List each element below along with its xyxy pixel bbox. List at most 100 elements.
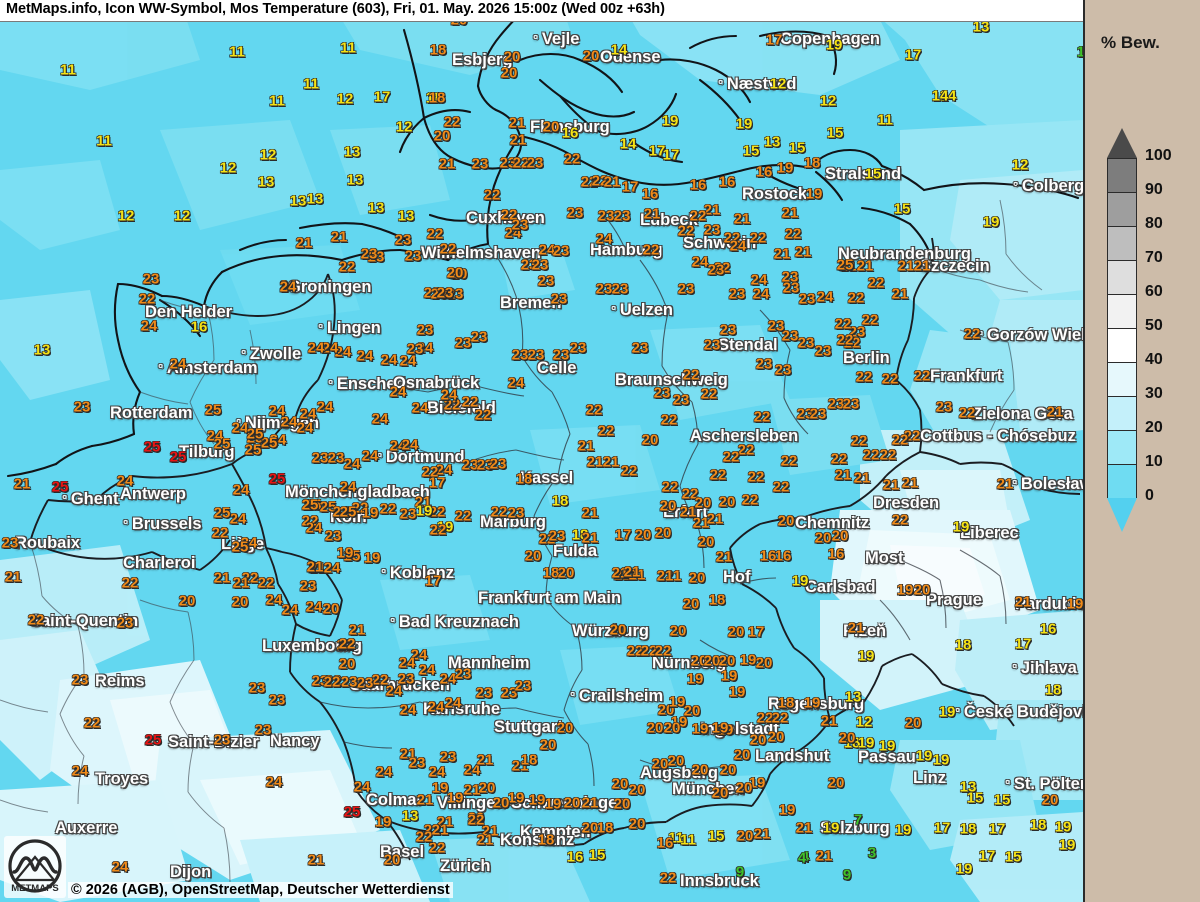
station-temperature: 19 xyxy=(878,737,896,755)
station-temperature: 19 xyxy=(735,115,753,133)
city-label-text: Vejle xyxy=(541,29,580,48)
city-label-text: Stuttgart xyxy=(494,717,563,736)
station-temperature: 22 xyxy=(772,478,790,496)
station-temperature: 23 xyxy=(552,242,570,260)
station-temperature: 17 xyxy=(904,46,922,64)
city-marker-dot: ° xyxy=(123,516,132,532)
station-temperature: 20 xyxy=(814,529,832,547)
station-temperature: 19 xyxy=(374,813,392,831)
city-label: Regensburg xyxy=(768,696,864,713)
station-temperature: 11 xyxy=(340,39,356,57)
city-label: Dijon xyxy=(170,864,211,881)
city-label: Landshut xyxy=(755,748,829,765)
station-temperature: 19 xyxy=(776,159,794,177)
station-temperature: 23 xyxy=(446,285,464,303)
station-temperature: 21 xyxy=(795,819,813,837)
station-temperature: 16 xyxy=(718,173,736,191)
city-label: Kassel xyxy=(520,470,573,487)
station-temperature: 20 xyxy=(492,794,510,812)
station-temperature: 21 xyxy=(414,493,432,511)
city-marker-dot: ° xyxy=(381,565,390,581)
station-temperature: 21 xyxy=(820,712,838,730)
city-label-text: Stendal xyxy=(718,335,778,354)
station-temperature: 20 xyxy=(767,728,785,746)
station-temperature: 13 xyxy=(972,18,990,36)
station-temperature: 24 xyxy=(752,285,770,303)
station-temperature: 24 xyxy=(71,762,89,780)
station-temperature: 22 xyxy=(324,672,342,690)
station-temperature: 19 xyxy=(1066,595,1083,613)
legend-tick: 40 xyxy=(1145,351,1163,368)
station-temperature: 19 xyxy=(363,549,381,567)
station-temperature: 22 xyxy=(830,450,848,468)
station-temperature: 19 xyxy=(1054,818,1072,836)
station-temperature: 22 xyxy=(426,225,444,243)
station-temperature: 20 xyxy=(777,512,795,530)
station-temperature: 21 xyxy=(613,566,631,584)
station-temperature: 24 xyxy=(416,339,434,357)
city-label: Rostock xyxy=(742,186,807,203)
city-label-text: Mannheim xyxy=(448,653,530,672)
station-temperature: 22 xyxy=(443,113,461,131)
station-temperature: 20 xyxy=(500,64,518,82)
station-temperature: 19 xyxy=(894,821,912,839)
station-temperature: 13 xyxy=(367,199,385,217)
station-temperature: 22 xyxy=(585,401,603,419)
legend-tick: 50 xyxy=(1145,317,1163,334)
station-temperature: 20 xyxy=(524,547,542,565)
legend-tick: 100 xyxy=(1145,147,1172,164)
city-label-text: Zielona Góra xyxy=(972,404,1073,423)
city-label: Szczecin xyxy=(920,258,990,275)
city-label-text: Salzburg xyxy=(820,818,890,837)
station-temperature: 21 xyxy=(901,474,919,492)
station-temperature: 20 xyxy=(669,622,687,640)
station-temperature: 19 xyxy=(1058,836,1076,854)
station-temperature: 19 xyxy=(336,544,354,562)
station-temperature: 16 xyxy=(566,848,584,866)
city-label: Carlsbad xyxy=(805,579,876,596)
city-label: Cottbus - Chósebuz xyxy=(920,428,1076,445)
station-temperature: 23 xyxy=(470,328,488,346)
station-temperature: 21 xyxy=(348,621,366,639)
station-temperature: 18 xyxy=(515,470,533,488)
city-label: ° St. Pölten xyxy=(1005,776,1083,793)
city-label: Frankfurt am Main xyxy=(478,590,621,607)
map-canvas[interactable]: ° Vejle Odense Esbjerg ° Næstved Copenhagen F… xyxy=(0,0,1083,902)
station-temperature: 24 xyxy=(232,481,250,499)
station-temperature: 12 xyxy=(819,92,837,110)
colorbar-bulb xyxy=(1107,498,1137,532)
station-temperature: 22 xyxy=(138,290,156,308)
station-temperature: 21 xyxy=(611,564,629,582)
station-temperature: 19 xyxy=(825,36,843,54)
station-temperature: 24 xyxy=(116,472,134,490)
station-temperature: 22 xyxy=(903,427,921,445)
station-temperature: 17 xyxy=(662,146,680,164)
legend-tick: 60 xyxy=(1145,283,1163,300)
station-temperature: 22 xyxy=(323,673,341,691)
city-label: ° Jihlava xyxy=(1012,660,1077,677)
station-temperature: 20 xyxy=(831,527,849,545)
station-temperature: 24 xyxy=(401,436,419,454)
station-temperature: 11 xyxy=(877,111,893,129)
city-label-text: Flensburg xyxy=(530,117,610,136)
station-temperature: 24 xyxy=(316,398,334,416)
station-temperature: 23 xyxy=(399,505,417,523)
station-temperature: 21 xyxy=(232,574,250,592)
station-temperature: 23 xyxy=(430,285,448,303)
station-temperature: 18 xyxy=(843,734,861,752)
station-temperature: 24 xyxy=(353,778,371,796)
station-temperature: 12 xyxy=(769,75,787,93)
station-temperature: 24 xyxy=(411,399,429,417)
city-label-text: Crailsheim xyxy=(578,686,664,705)
station-temperature: 19 xyxy=(822,819,840,837)
station-temperature: 21 xyxy=(891,285,909,303)
city-label: Luxembourg xyxy=(262,638,362,655)
city-label-text: Pardubice xyxy=(1015,594,1083,613)
station-temperature: 20 xyxy=(667,752,685,770)
city-label-text: Passau xyxy=(858,747,916,766)
station-temperature: 20 xyxy=(450,265,468,283)
station-temperature: 21 xyxy=(213,569,231,587)
station-temperature: 24 xyxy=(296,419,314,437)
city-label-text: České Budějovice xyxy=(963,702,1083,721)
